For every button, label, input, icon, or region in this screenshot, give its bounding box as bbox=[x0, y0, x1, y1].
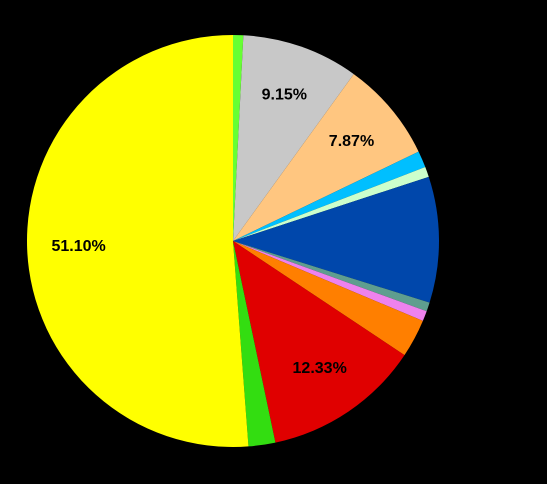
pie-slice bbox=[233, 176, 439, 303]
pie-slice bbox=[233, 74, 419, 241]
data-label: 51.10% bbox=[51, 238, 105, 255]
pie-slice bbox=[233, 35, 354, 242]
data-label: 12.33% bbox=[293, 360, 347, 377]
data-label: 7.87% bbox=[329, 133, 374, 150]
pie-slice bbox=[233, 167, 429, 241]
pie-slice bbox=[233, 241, 427, 321]
data-label: 9.15% bbox=[262, 86, 307, 103]
pie-slice bbox=[27, 35, 249, 447]
pie-slice bbox=[233, 35, 244, 241]
pie-slice bbox=[233, 241, 423, 356]
pie-slice bbox=[233, 241, 430, 312]
pie-slice bbox=[233, 241, 405, 443]
pie-slice bbox=[233, 151, 426, 241]
pie-slice bbox=[233, 241, 276, 447]
